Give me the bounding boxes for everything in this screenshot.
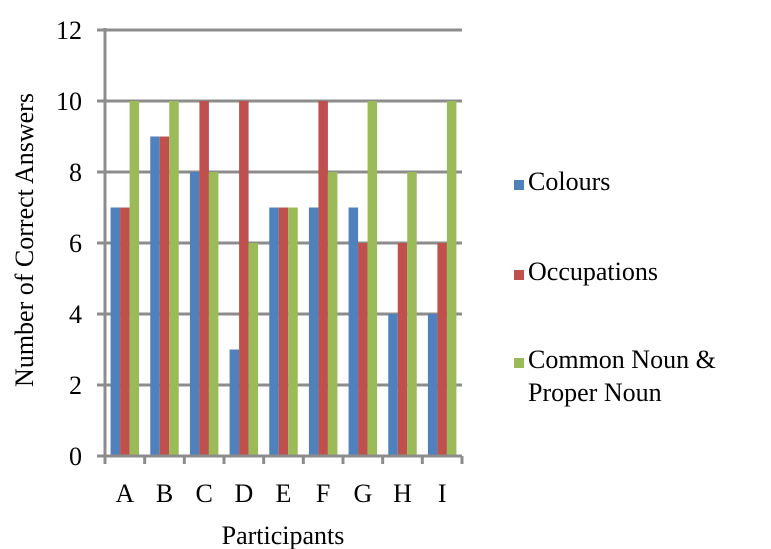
y-tick-label: 6 xyxy=(69,229,82,258)
legend-label: Colours xyxy=(528,167,610,196)
y-tick-label: 12 xyxy=(56,16,82,45)
bar-occupations-e xyxy=(278,207,289,456)
bar-occupations-b xyxy=(159,136,170,456)
bar-colours-c xyxy=(189,172,200,456)
bar-occupations-h xyxy=(397,243,408,456)
x-tick-label: F xyxy=(316,479,330,508)
x-tick-label: B xyxy=(156,479,173,508)
bar-common-noun-proper-noun-c xyxy=(208,172,219,456)
bar-occupations-d xyxy=(239,101,249,456)
bar-occupations-c xyxy=(199,101,209,456)
x-tick-label: A xyxy=(115,479,134,508)
y-tick-labels: 0 2 4 6 8 10 12 xyxy=(56,16,82,471)
bar-common-noun-proper-noun-g xyxy=(367,101,378,456)
bar-occupations-g xyxy=(358,243,368,456)
axes xyxy=(97,28,464,464)
bar-colours-d xyxy=(229,349,240,456)
bar-occupations-a xyxy=(120,207,130,456)
bar-occupations-i xyxy=(437,243,447,456)
x-axis-title: Participants xyxy=(222,521,345,549)
bar-colours-b xyxy=(150,136,160,456)
y-tick-label: 10 xyxy=(56,87,82,116)
y-tick-label: 0 xyxy=(69,442,82,471)
x-tick-label: I xyxy=(438,479,447,508)
legend-swatch xyxy=(514,358,524,368)
bar-colours-g xyxy=(348,207,359,456)
legend-swatch xyxy=(514,270,524,280)
x-tick-label: E xyxy=(276,479,292,508)
bar-colours-a xyxy=(110,207,121,456)
x-tick-label: H xyxy=(393,479,412,508)
bar-common-noun-proper-noun-f xyxy=(327,172,338,456)
bar-colours-f xyxy=(308,207,319,456)
legend-swatch xyxy=(514,180,524,190)
bar-common-noun-proper-noun-d xyxy=(248,243,259,456)
y-tick-label: 4 xyxy=(69,300,82,329)
legend-label: Occupations xyxy=(528,257,658,286)
x-tick-label: G xyxy=(353,479,372,508)
y-tick-label: 2 xyxy=(69,371,82,400)
x-tick-label: D xyxy=(234,479,253,508)
x-tick-label: C xyxy=(195,479,212,508)
legend-label: Common Noun & Proper Noun xyxy=(528,345,716,407)
bar-common-noun-proper-noun-b xyxy=(169,101,179,456)
y-axis-title: Number of Correct Answers xyxy=(10,93,39,387)
bar-colours-i xyxy=(427,314,438,456)
bar-common-noun-proper-noun-e xyxy=(288,207,298,456)
legend: Colours Occupations Common Noun & Proper No… xyxy=(514,167,716,407)
bar-common-noun-proper-noun-h xyxy=(407,172,417,456)
bar-colours-e xyxy=(269,207,279,456)
bar-occupations-f xyxy=(318,101,328,456)
bars xyxy=(110,101,457,456)
bar-common-noun-proper-noun-i xyxy=(446,101,457,456)
y-tick-label: 8 xyxy=(69,158,82,187)
bar-common-noun-proper-noun-a xyxy=(129,101,140,456)
bar-colours-h xyxy=(388,314,398,456)
